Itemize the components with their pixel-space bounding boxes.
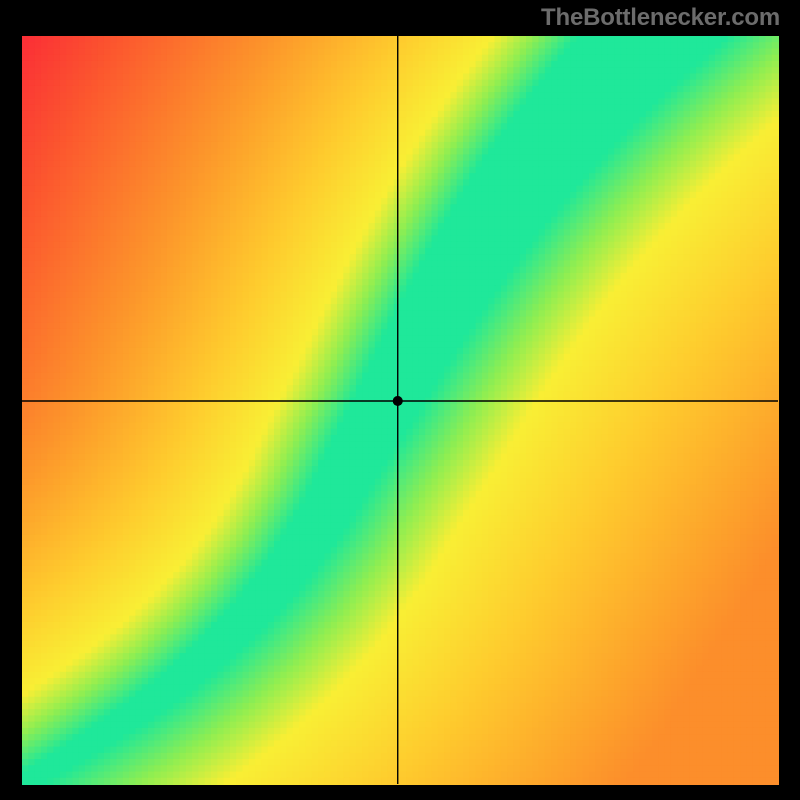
watermark-text: TheBottlenecker.com — [541, 4, 780, 32]
heatmap-canvas — [0, 0, 800, 800]
chart-container: TheBottlenecker.com — [0, 0, 800, 800]
